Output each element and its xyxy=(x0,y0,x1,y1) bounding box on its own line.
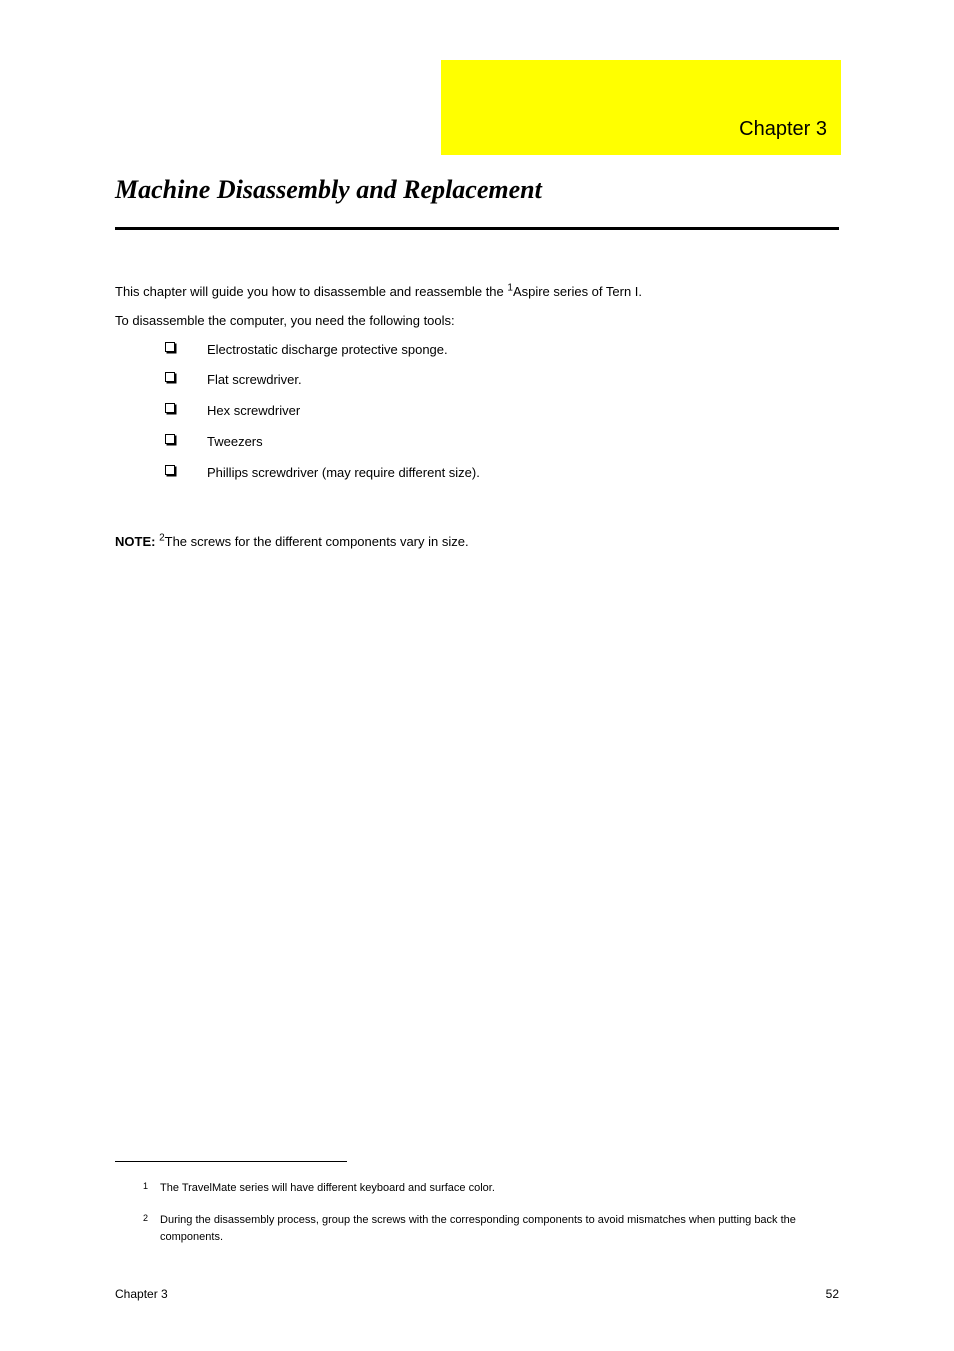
footer-page-number: 52 xyxy=(826,1287,839,1301)
note-text: The screws for the different components … xyxy=(165,534,469,549)
list-item: Tweezers xyxy=(165,432,839,453)
list-item: Hex screwdriver xyxy=(165,401,839,422)
note-label: NOTE: xyxy=(115,534,159,549)
chapter-banner: Chapter 3 xyxy=(441,60,841,155)
list-item: Flat screwdriver. xyxy=(165,370,839,391)
list-item-text: Electrostatic discharge protective spong… xyxy=(207,340,448,361)
intro-block: This chapter will guide you how to disas… xyxy=(115,282,839,494)
intro-line2: To disassemble the computer, you need th… xyxy=(115,311,839,332)
footnote-item: 1 The TravelMate series will have differ… xyxy=(115,1180,839,1197)
list-item-text: Tweezers xyxy=(207,432,263,453)
bullet-icon xyxy=(165,434,175,444)
footnotes-separator xyxy=(115,1161,347,1162)
footnote-text: The TravelMate series will have differen… xyxy=(160,1180,839,1197)
intro-line1-post: Aspire series of Tern I. xyxy=(513,284,642,299)
list-item: Electrostatic discharge protective spong… xyxy=(165,340,839,361)
list-item-text: Phillips screwdriver (may require differ… xyxy=(207,463,480,484)
bullet-icon xyxy=(165,403,175,413)
page-footer: Chapter 3 52 xyxy=(115,1287,839,1301)
list-item-text: Hex screwdriver xyxy=(207,401,300,422)
list-item: Phillips screwdriver (may require differ… xyxy=(165,463,839,484)
page-title: Machine Disassembly and Replacement xyxy=(115,175,839,205)
tools-list: Electrostatic discharge protective spong… xyxy=(165,340,839,484)
chapter-label: Chapter 3 xyxy=(739,118,827,141)
footer-left: Chapter 3 xyxy=(115,1287,168,1301)
bullet-icon xyxy=(165,342,175,352)
footnote-number: 1 xyxy=(143,1180,148,1197)
footnote-number: 2 xyxy=(143,1212,148,1245)
bullet-icon xyxy=(165,465,175,475)
list-item-text: Flat screwdriver. xyxy=(207,370,302,391)
intro-line1-pre: This chapter will guide you how to disas… xyxy=(115,284,507,299)
footnote-text: During the disassembly process, group th… xyxy=(160,1212,839,1245)
footnote-item: 2 During the disassembly process, group … xyxy=(115,1212,839,1245)
note-row: NOTE: 2The screws for the different comp… xyxy=(115,534,839,549)
title-section: Machine Disassembly and Replacement xyxy=(115,175,839,230)
page-container: Chapter 3 Machine Disassembly and Replac… xyxy=(0,0,954,1351)
bullet-icon xyxy=(165,372,175,382)
intro-line1: This chapter will guide you how to disas… xyxy=(115,282,839,303)
